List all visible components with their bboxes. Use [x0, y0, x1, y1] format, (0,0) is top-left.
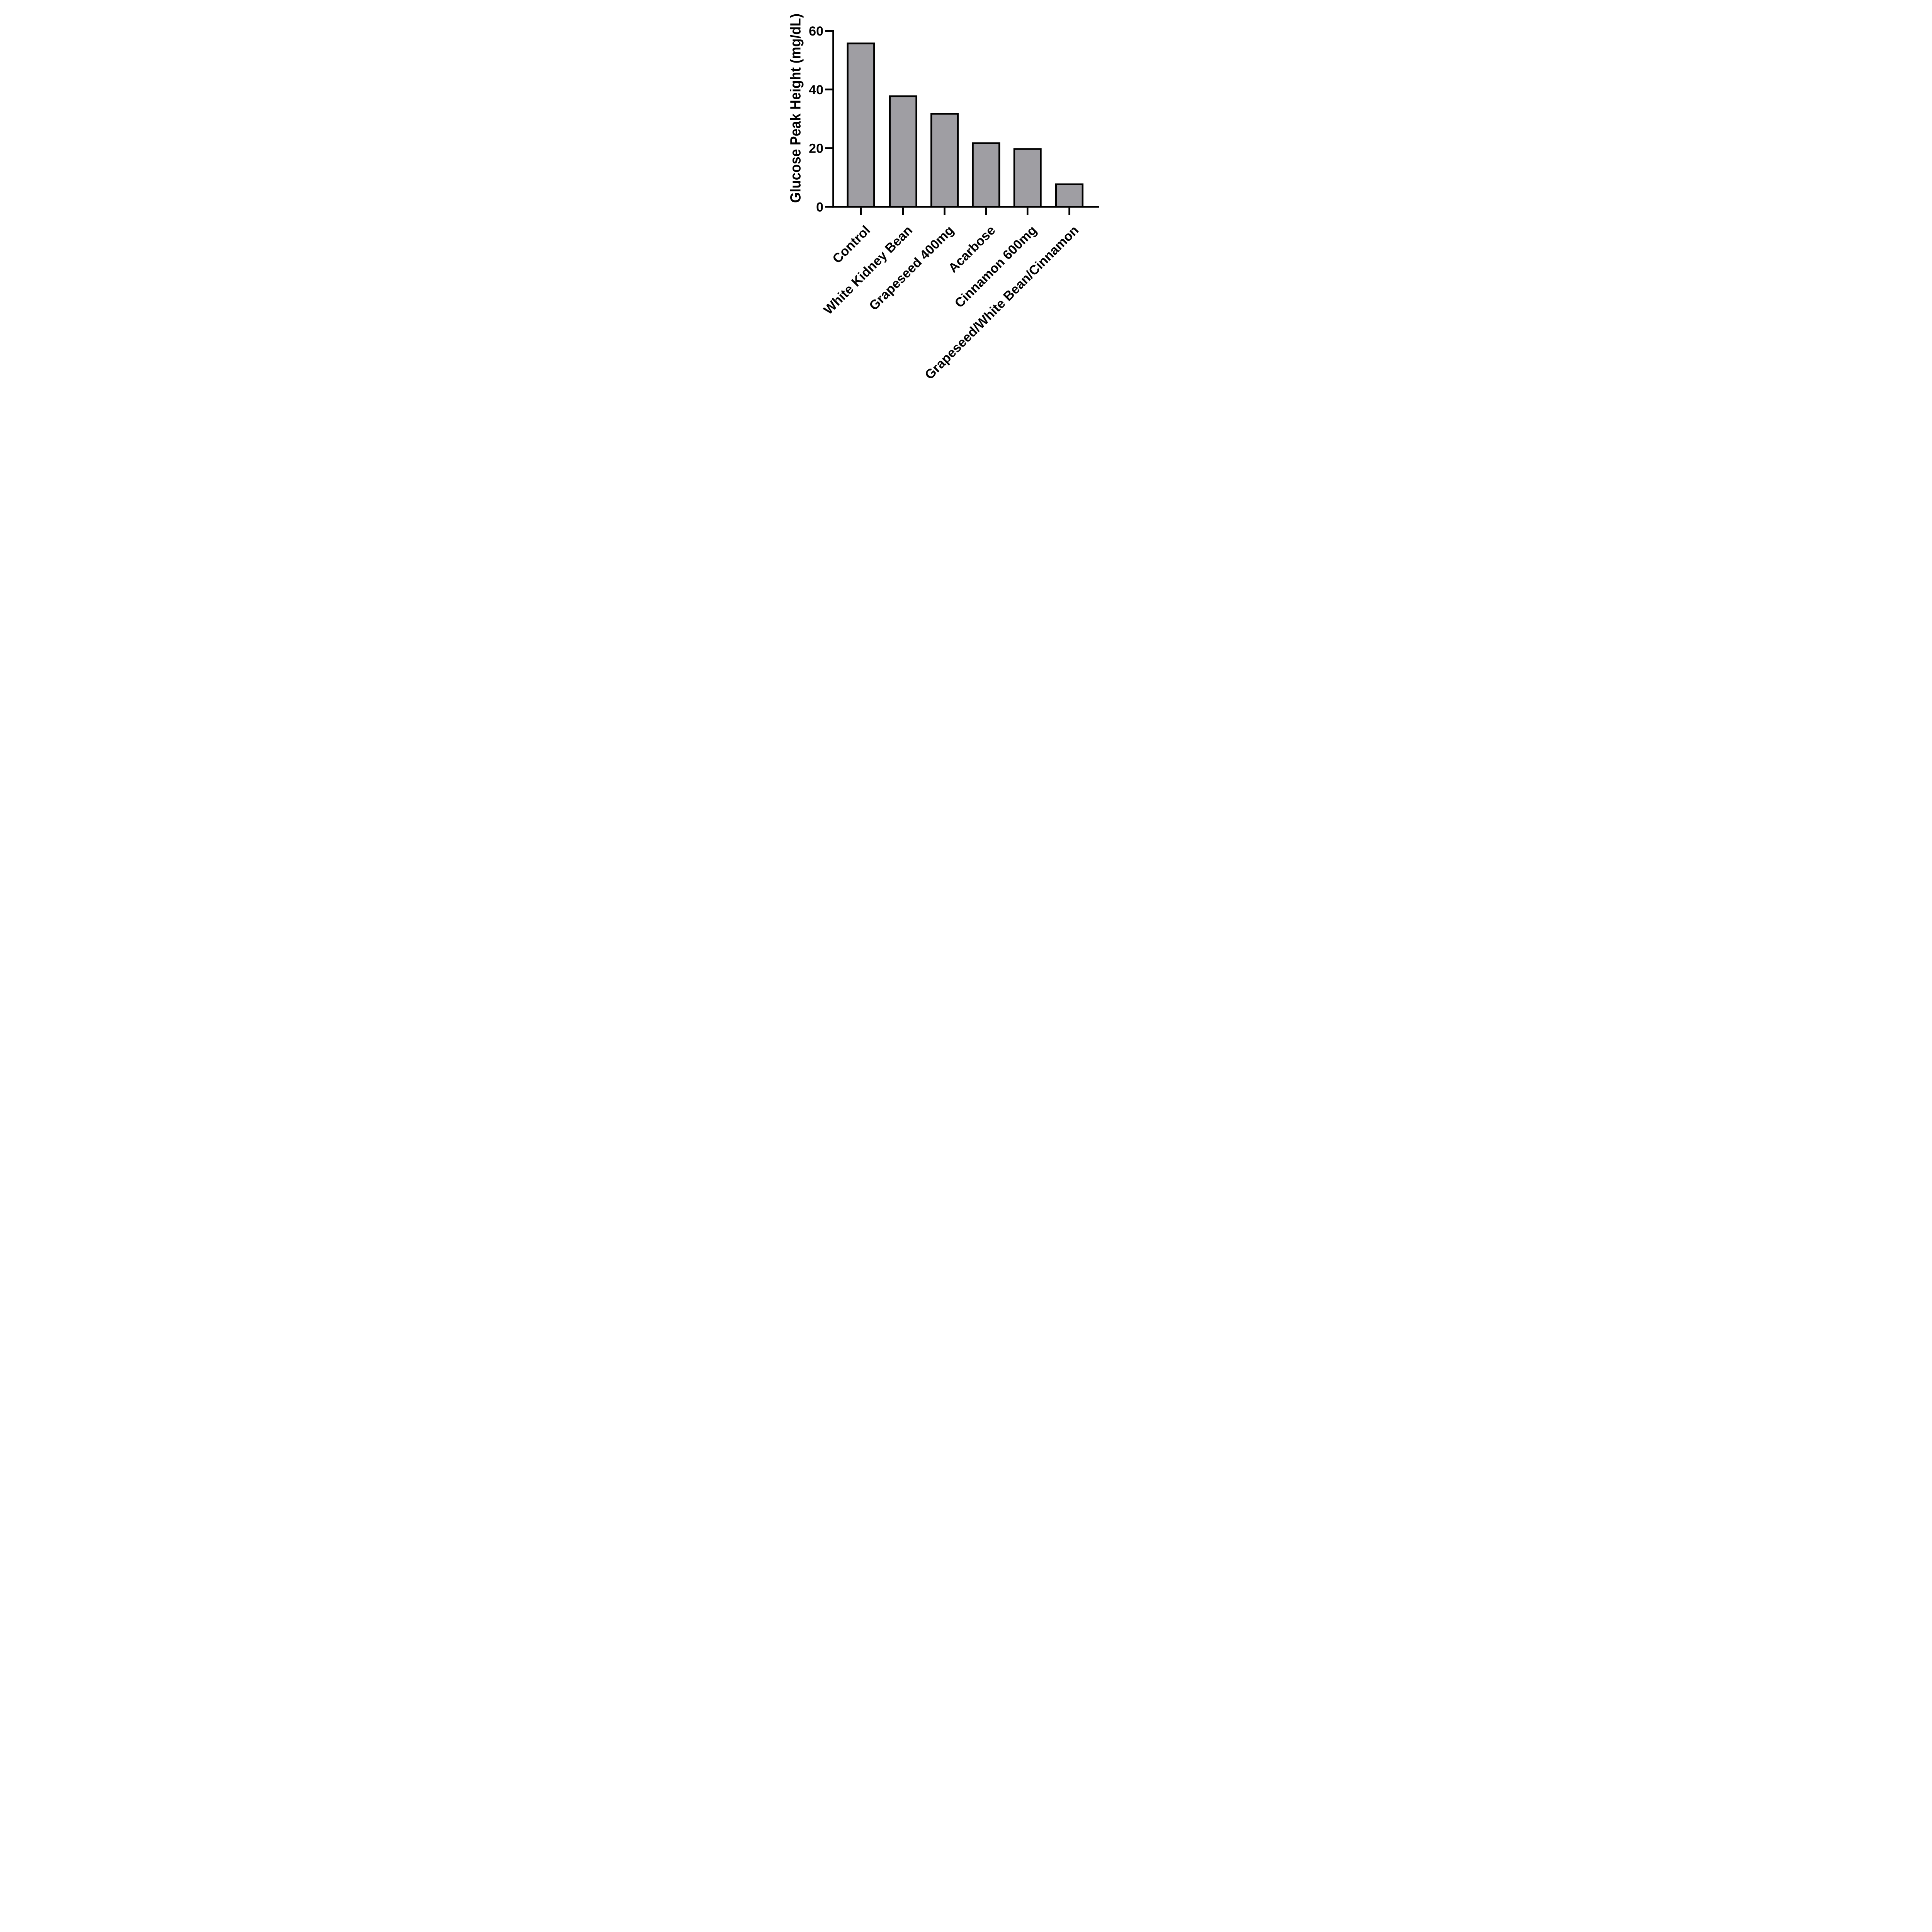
bar [930, 113, 959, 208]
x-category-label: Cinnamon 600mg [952, 223, 1040, 311]
bar [972, 142, 1000, 208]
bar [1055, 183, 1084, 208]
bars-group [847, 43, 1084, 208]
y-axis-title-group: Glucose Peak Height (mg/dL) [788, 14, 804, 203]
bar [889, 95, 917, 208]
y-tick-label: 40 [809, 83, 823, 97]
bar-chart-figure: 0 20 40 60 Control White Kidney Bean Grapesee… [773, 0, 1159, 390]
y-tick-label: 60 [809, 24, 823, 39]
y-tick-labels-group: 0 20 40 60 [809, 24, 823, 215]
page: 0 20 40 60 Control White Kidney Bean Grapesee… [773, 0, 1159, 390]
bar [847, 43, 875, 208]
y-axis-title: Glucose Peak Height (mg/dL) [788, 14, 804, 203]
x-category-label: Control [830, 223, 873, 266]
bar [1013, 148, 1042, 208]
y-tick-label: 0 [816, 200, 823, 215]
y-tick-label: 20 [809, 141, 823, 156]
axes-group [825, 30, 1099, 215]
x-category-label: Grapeseed/White Bean/Cinnamon [922, 223, 1082, 383]
